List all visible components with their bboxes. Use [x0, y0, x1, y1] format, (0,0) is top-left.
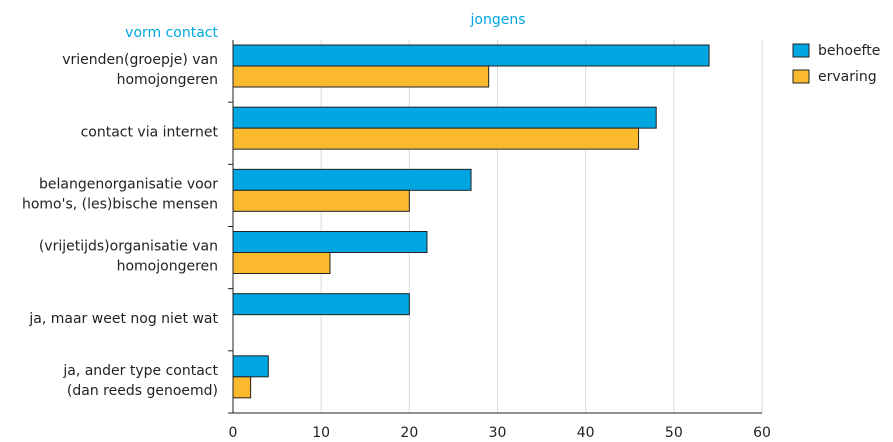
category-label-0-0: vrienden(groepje) van: [62, 52, 218, 68]
category-axis-title: vorm contact: [125, 25, 218, 41]
bar-ervaring-0: [232, 65, 490, 88]
bar-ervaring-3: [232, 252, 331, 274]
x-tick-label-20: 20: [400, 425, 418, 441]
bar-ervaring-2: [232, 189, 410, 212]
category-label-3-0: (vrijetijds)organisatie van: [39, 239, 218, 255]
bar-ervaring-5: [232, 376, 252, 399]
x-tick-label-10: 10: [312, 425, 330, 441]
x-tick-label-40: 40: [577, 425, 595, 441]
category-label-4-0: ja, maar weet nog niet wat: [28, 311, 218, 327]
category-label-2-0: belangenorganisatie voor: [39, 176, 218, 192]
x-tick-labels: 0 10 20 30 40 50 60: [229, 425, 771, 441]
x-tick-label-30: 30: [489, 425, 507, 441]
gridlines: [320, 40, 763, 413]
legend-swatch-behoefte: [792, 43, 810, 58]
bar-behoefte-0: [232, 44, 710, 67]
x-tick-label-50: 50: [665, 425, 683, 441]
x-tick-label-60: 60: [753, 425, 771, 441]
category-label-1-0: contact via internet: [81, 124, 219, 140]
legend-label-ervaring: ervaring: [818, 69, 877, 85]
bar-behoefte-5: [232, 355, 269, 378]
category-label-0-1: homojongeren: [117, 72, 218, 88]
bar-ervaring-1: [232, 127, 640, 150]
bar-behoefte-4: [232, 293, 410, 316]
axes: [228, 40, 762, 414]
legend: behoefte ervaring: [792, 43, 880, 85]
category-label-5-0: ja, ander type contact: [62, 363, 218, 379]
category-labels: vrienden(groepje) van homojongeren contact…: [22, 52, 219, 399]
bar-behoefte-1: [232, 106, 657, 129]
category-label-5-1: (dan reeds genoemd): [67, 383, 218, 399]
legend-label-behoefte: behoefte: [818, 43, 880, 59]
bar-behoefte-3: [232, 231, 428, 253]
bars: [232, 44, 710, 399]
legend-swatch-ervaring: [792, 69, 810, 84]
chart-title: jongens: [470, 12, 526, 28]
x-tick-label-0: 0: [229, 425, 238, 441]
category-label-3-1: homojongeren: [117, 259, 218, 275]
category-label-2-1: homo's, (les)bische mensen: [22, 196, 218, 212]
bar-behoefte-2: [232, 168, 472, 191]
